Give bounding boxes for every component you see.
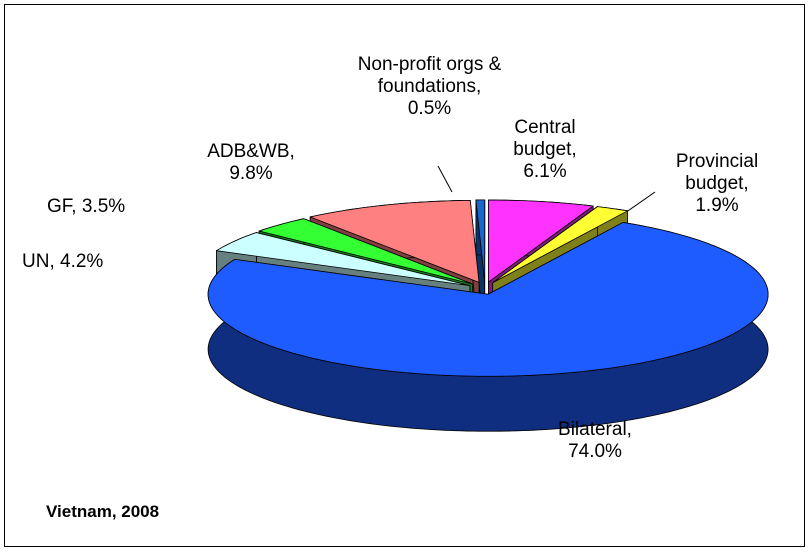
chart-frame	[4, 4, 805, 547]
annotation: Vietnam, 2008	[46, 502, 160, 521]
slice-top	[216, 232, 471, 287]
data-label: Central budget, 6.1%	[495, 117, 595, 183]
category-label: Central budget,	[513, 117, 577, 160]
slice	[207, 222, 769, 432]
value-label: 9.8%	[229, 163, 273, 184]
value-label: 3.5%	[81, 196, 126, 217]
leader-line	[437, 165, 453, 193]
slice-top	[492, 206, 629, 284]
data-label: UN, 4.2%	[22, 251, 103, 273]
slice-top	[309, 200, 480, 283]
category-label: Bilateral,	[558, 419, 632, 440]
data-label: Bilateral, 74.0%	[545, 419, 645, 463]
category-label: Provincial budget,	[675, 151, 759, 194]
data-label: ADB&WB, 9.8%	[186, 141, 316, 185]
value-label: 0.5%	[407, 98, 452, 119]
value-label: 6.1%	[523, 161, 567, 182]
value-label: 1.9%	[695, 195, 739, 216]
category-label: UN,	[22, 251, 55, 272]
slice-top	[488, 199, 594, 283]
value-label: 4.2%	[60, 251, 104, 272]
category-label: Non-profit orgs & foundations,	[357, 54, 502, 97]
slice-top	[207, 222, 769, 377]
slice-top	[258, 218, 474, 285]
value-label: 74.0%	[568, 441, 622, 462]
category-label: ADB&WB,	[207, 141, 295, 162]
slice-top	[475, 199, 486, 283]
data-label: Provincial budget, 1.9%	[662, 151, 772, 217]
category-label: GF,	[47, 196, 77, 217]
data-label: GF, 3.5%	[47, 196, 125, 218]
data-label: Non-profit orgs & foundations, 0.5%	[357, 54, 502, 120]
